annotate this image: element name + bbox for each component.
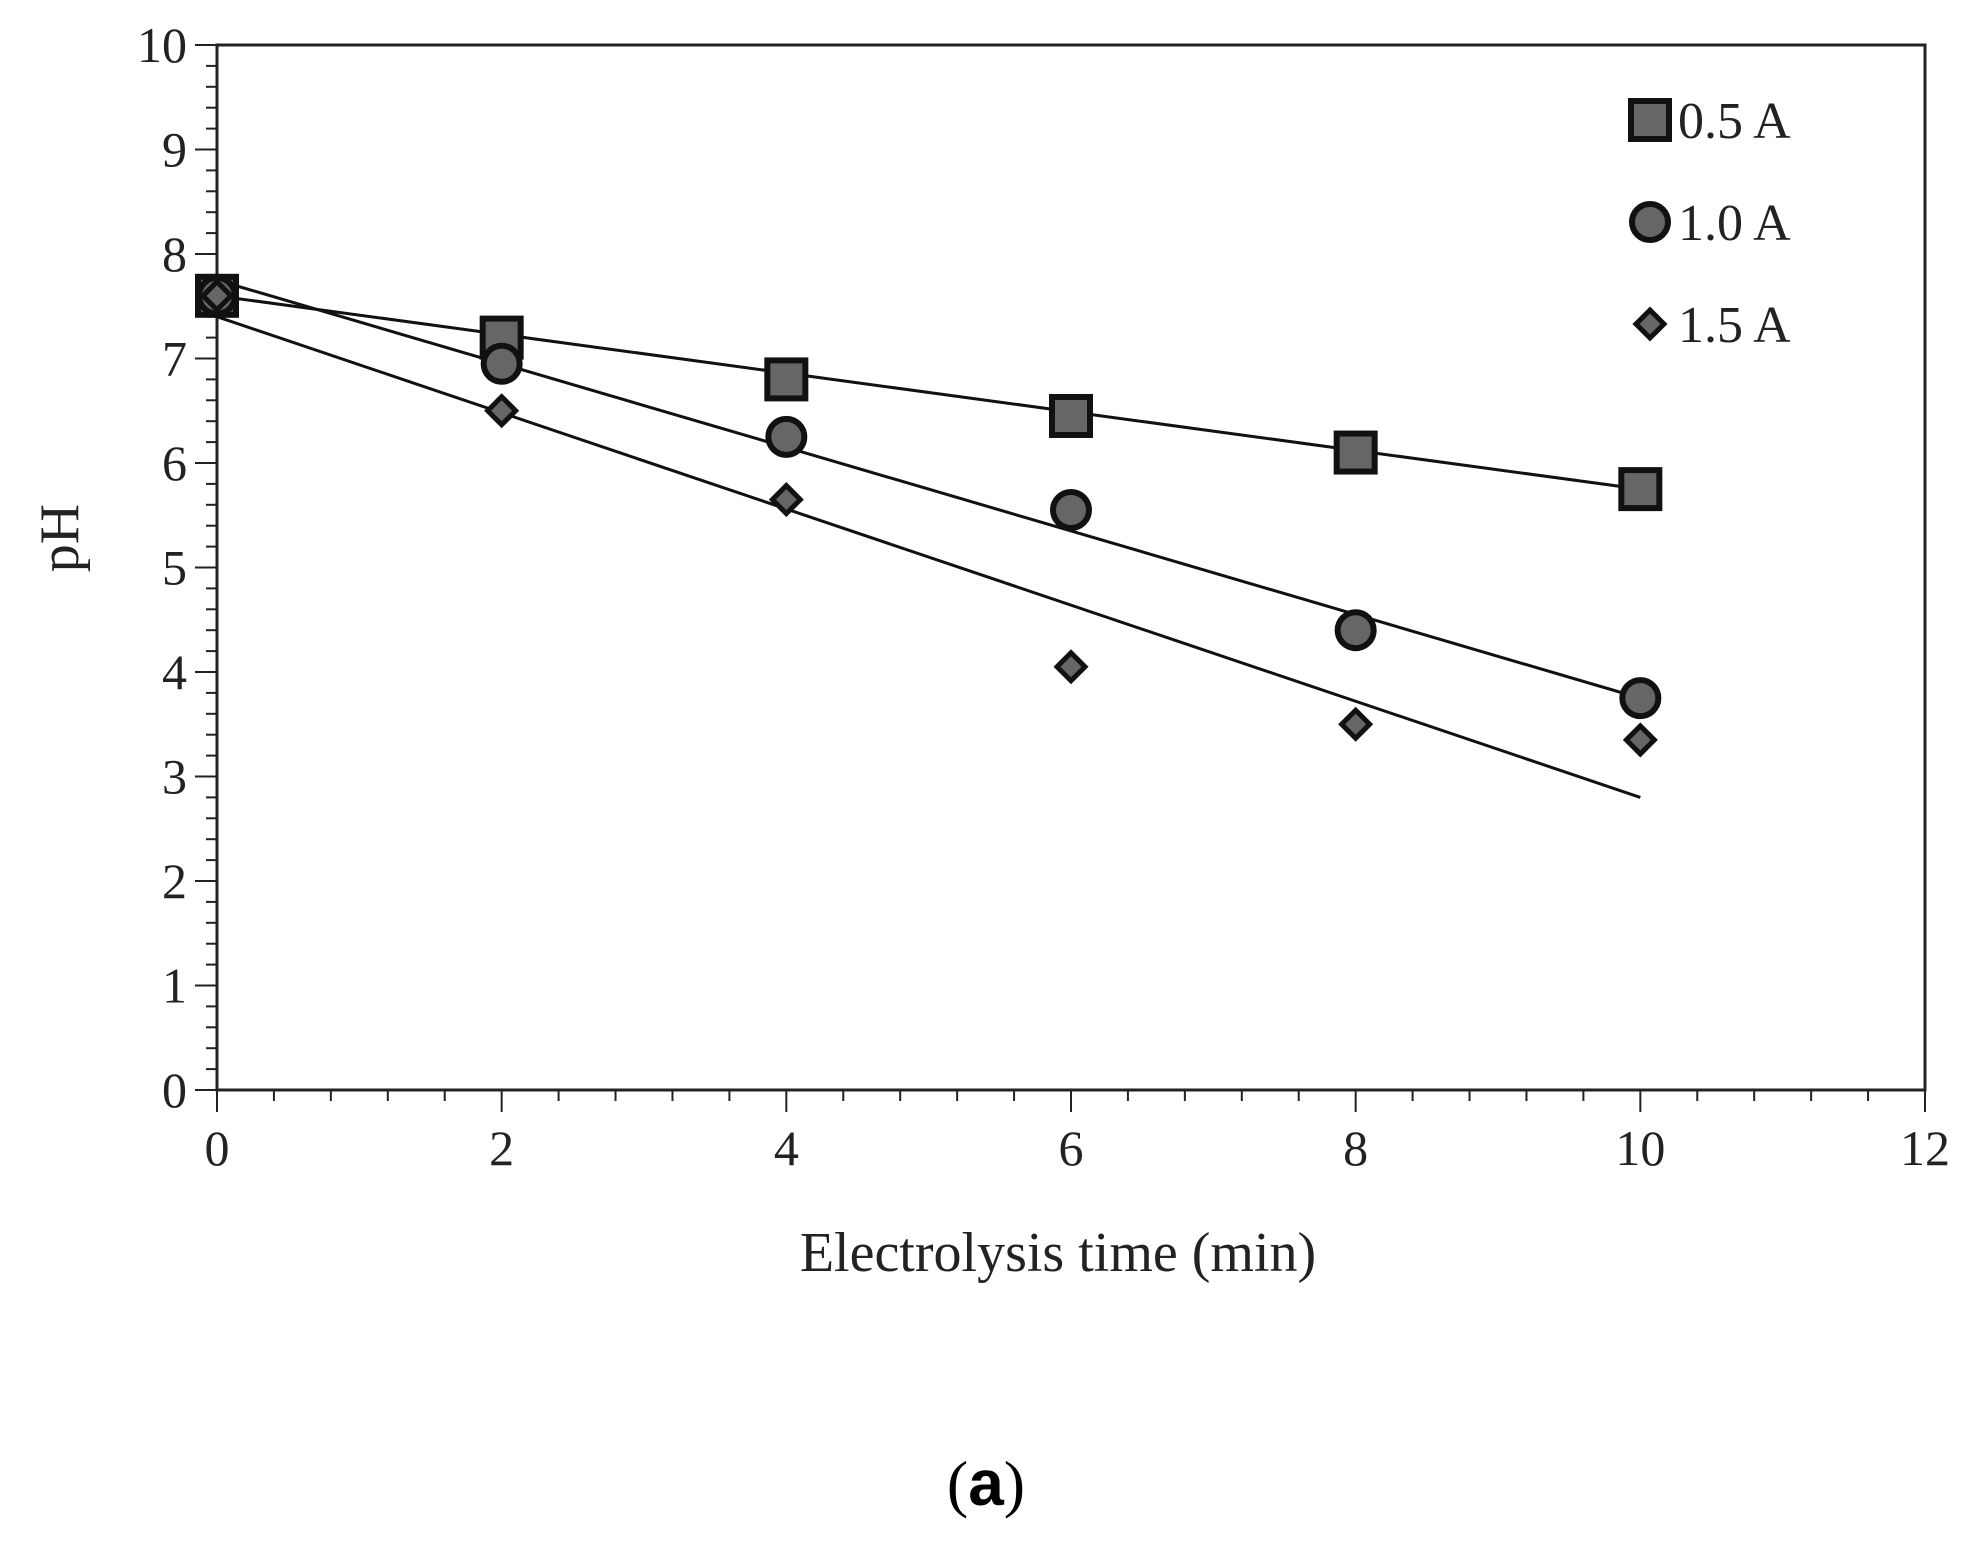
x-tick-label: 6 bbox=[1059, 1120, 1084, 1176]
legend-label: 1.0 A bbox=[1678, 195, 1791, 252]
data-point-square bbox=[1333, 430, 1378, 475]
data-point-diamond bbox=[768, 482, 804, 518]
data-point-circle bbox=[1050, 489, 1092, 532]
trendlines bbox=[216, 278, 1641, 799]
data-point-diamond bbox=[1622, 722, 1658, 758]
data-point-square bbox=[764, 357, 809, 402]
markers bbox=[195, 273, 1663, 758]
data-point-square bbox=[1618, 467, 1663, 512]
data-point-diamond bbox=[1053, 649, 1089, 685]
trendline-1-5-a bbox=[216, 315, 1641, 799]
x-tick-label: 12 bbox=[1900, 1120, 1950, 1176]
data-point-circle bbox=[1619, 677, 1662, 720]
legend-label: 1.5 A bbox=[1678, 297, 1791, 354]
data-point-diamond bbox=[1338, 706, 1374, 742]
y-tick-label: 2 bbox=[162, 853, 187, 909]
y-tick-label: 6 bbox=[162, 435, 187, 491]
x-tick-label: 0 bbox=[205, 1120, 230, 1176]
data-point-circle bbox=[480, 342, 523, 385]
legend-marker-diamond bbox=[1632, 306, 1668, 342]
x-tick-label: 4 bbox=[774, 1120, 799, 1176]
y-tick-label: 4 bbox=[162, 644, 187, 700]
y-tick-label: 9 bbox=[162, 122, 187, 178]
y-tick-label: 7 bbox=[162, 331, 187, 387]
y-tick-label: 8 bbox=[162, 226, 187, 282]
x-axis-title: Electrolysis time (min) bbox=[800, 1222, 1316, 1284]
legend: 0.5 A 1.0 A 1.5 A bbox=[1628, 93, 1791, 354]
y-tick-label: 0 bbox=[162, 1062, 187, 1118]
data-point-circle bbox=[1334, 609, 1377, 652]
plot-frame bbox=[215, 43, 1927, 1092]
trendline-0-5-a bbox=[216, 294, 1641, 491]
x-tick-label: 10 bbox=[1615, 1120, 1665, 1176]
data-point-circle bbox=[765, 415, 808, 458]
legend-marker-circle bbox=[1629, 201, 1671, 243]
y-tick-label: 1 bbox=[162, 958, 187, 1014]
trendline-1-0-a bbox=[216, 278, 1641, 700]
y-tick-label: 10 bbox=[137, 17, 187, 73]
y-axis-title: pH bbox=[29, 504, 91, 572]
axes bbox=[215, 43, 1927, 1092]
panel-label: (a) bbox=[947, 1447, 1025, 1519]
x-tick-label: 2 bbox=[489, 1120, 514, 1176]
data-point-square bbox=[1049, 393, 1093, 438]
data-point-diamond bbox=[484, 393, 520, 429]
y-tick-label: 3 bbox=[162, 749, 187, 805]
y-tick-label: 5 bbox=[162, 540, 187, 596]
data-point-diamond bbox=[199, 278, 235, 314]
panel-label-close: ) bbox=[1004, 1448, 1025, 1519]
legend-marker-square bbox=[1628, 98, 1672, 142]
panel-label-open: ( bbox=[947, 1448, 968, 1519]
legend-label: 0.5 A bbox=[1678, 93, 1791, 150]
panel-label-letter: a bbox=[968, 1447, 1004, 1519]
x-tick-label: 8 bbox=[1343, 1120, 1368, 1176]
